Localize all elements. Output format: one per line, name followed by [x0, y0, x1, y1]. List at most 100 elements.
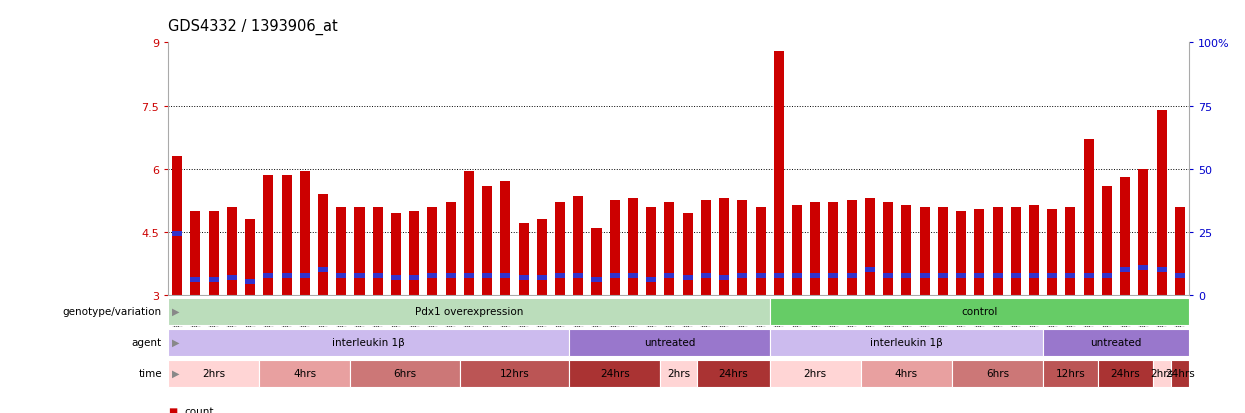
Bar — [810, 273, 820, 278]
Bar — [1120, 267, 1130, 272]
Bar — [937, 273, 947, 278]
Bar — [774, 52, 784, 295]
Text: 24hrs: 24hrs — [1111, 368, 1140, 378]
Text: Pdx1 overexpression: Pdx1 overexpression — [415, 306, 523, 316]
Bar — [264, 273, 274, 278]
Bar — [410, 211, 420, 295]
Bar — [992, 207, 1002, 295]
Bar — [956, 273, 966, 278]
Bar — [1098, 360, 1153, 387]
Bar — [665, 273, 675, 278]
Bar — [847, 273, 857, 278]
Bar — [446, 203, 456, 295]
Text: 24hrs: 24hrs — [718, 368, 748, 378]
Bar — [646, 207, 656, 295]
Bar — [1043, 329, 1189, 356]
Bar — [975, 209, 985, 295]
Bar — [769, 360, 860, 387]
Bar — [227, 207, 237, 295]
Text: time: time — [138, 368, 162, 378]
Bar — [792, 205, 802, 295]
Bar — [372, 273, 382, 278]
Bar — [610, 273, 620, 278]
Text: 2hrs: 2hrs — [202, 368, 225, 378]
Text: ▶: ▶ — [172, 368, 179, 378]
Text: agent: agent — [132, 337, 162, 347]
Bar — [810, 203, 820, 295]
Text: untreated: untreated — [1091, 337, 1142, 347]
Bar — [665, 203, 675, 295]
Bar — [1011, 273, 1021, 278]
Bar — [482, 186, 492, 295]
Bar — [1066, 273, 1076, 278]
Bar — [792, 273, 802, 278]
Bar — [1102, 186, 1112, 295]
Bar — [920, 207, 930, 295]
Bar — [569, 329, 769, 356]
Bar — [883, 203, 893, 295]
Bar — [952, 360, 1043, 387]
Bar — [281, 273, 291, 278]
Text: 4hrs: 4hrs — [294, 368, 316, 378]
Text: 4hrs: 4hrs — [895, 368, 918, 378]
Bar — [627, 199, 637, 295]
Bar — [227, 275, 237, 280]
Bar — [956, 211, 966, 295]
Bar — [245, 280, 255, 285]
Bar — [1030, 273, 1040, 278]
Bar — [555, 273, 565, 278]
Bar — [317, 267, 327, 272]
Bar — [1138, 169, 1148, 295]
Bar — [519, 224, 529, 295]
Bar — [682, 214, 692, 295]
Bar — [459, 360, 569, 387]
Bar — [1043, 360, 1098, 387]
Bar — [701, 273, 711, 278]
Bar — [865, 267, 875, 272]
Text: control: control — [961, 306, 997, 316]
Bar — [720, 275, 730, 280]
Bar — [1157, 111, 1167, 295]
Bar — [427, 273, 437, 278]
Bar — [1175, 207, 1185, 295]
Bar — [682, 275, 692, 280]
Bar — [1153, 360, 1170, 387]
Bar — [300, 171, 310, 295]
Bar — [427, 207, 437, 295]
Bar — [1011, 207, 1021, 295]
Bar — [610, 201, 620, 295]
Bar — [209, 278, 219, 283]
Bar — [847, 201, 857, 295]
Bar — [901, 273, 911, 278]
Bar — [756, 207, 766, 295]
Bar — [336, 207, 346, 295]
Bar — [446, 273, 456, 278]
Text: 2hrs: 2hrs — [1150, 368, 1173, 378]
Bar — [883, 273, 893, 278]
Bar — [168, 329, 569, 356]
Bar — [190, 278, 200, 283]
Bar — [737, 273, 747, 278]
Bar — [975, 273, 985, 278]
Bar — [537, 220, 547, 295]
Bar — [1047, 209, 1057, 295]
Bar — [1175, 273, 1185, 278]
Text: untreated: untreated — [644, 337, 695, 347]
Bar — [573, 273, 583, 278]
Text: GDS4332 / 1393906_at: GDS4332 / 1393906_at — [168, 19, 337, 35]
Bar — [828, 273, 838, 278]
Bar — [573, 197, 583, 295]
Text: ■: ■ — [168, 406, 177, 413]
Bar — [245, 220, 255, 295]
Text: 6hrs: 6hrs — [986, 368, 1010, 378]
Bar — [1138, 265, 1148, 270]
Bar — [646, 278, 656, 283]
Text: interleukin 1β: interleukin 1β — [332, 337, 405, 347]
Bar — [1030, 205, 1040, 295]
Text: ▶: ▶ — [172, 337, 179, 347]
Bar — [500, 182, 510, 295]
Bar — [336, 273, 346, 278]
Text: 24hrs: 24hrs — [1165, 368, 1195, 378]
Text: 2hrs: 2hrs — [667, 368, 690, 378]
Bar — [281, 176, 291, 295]
